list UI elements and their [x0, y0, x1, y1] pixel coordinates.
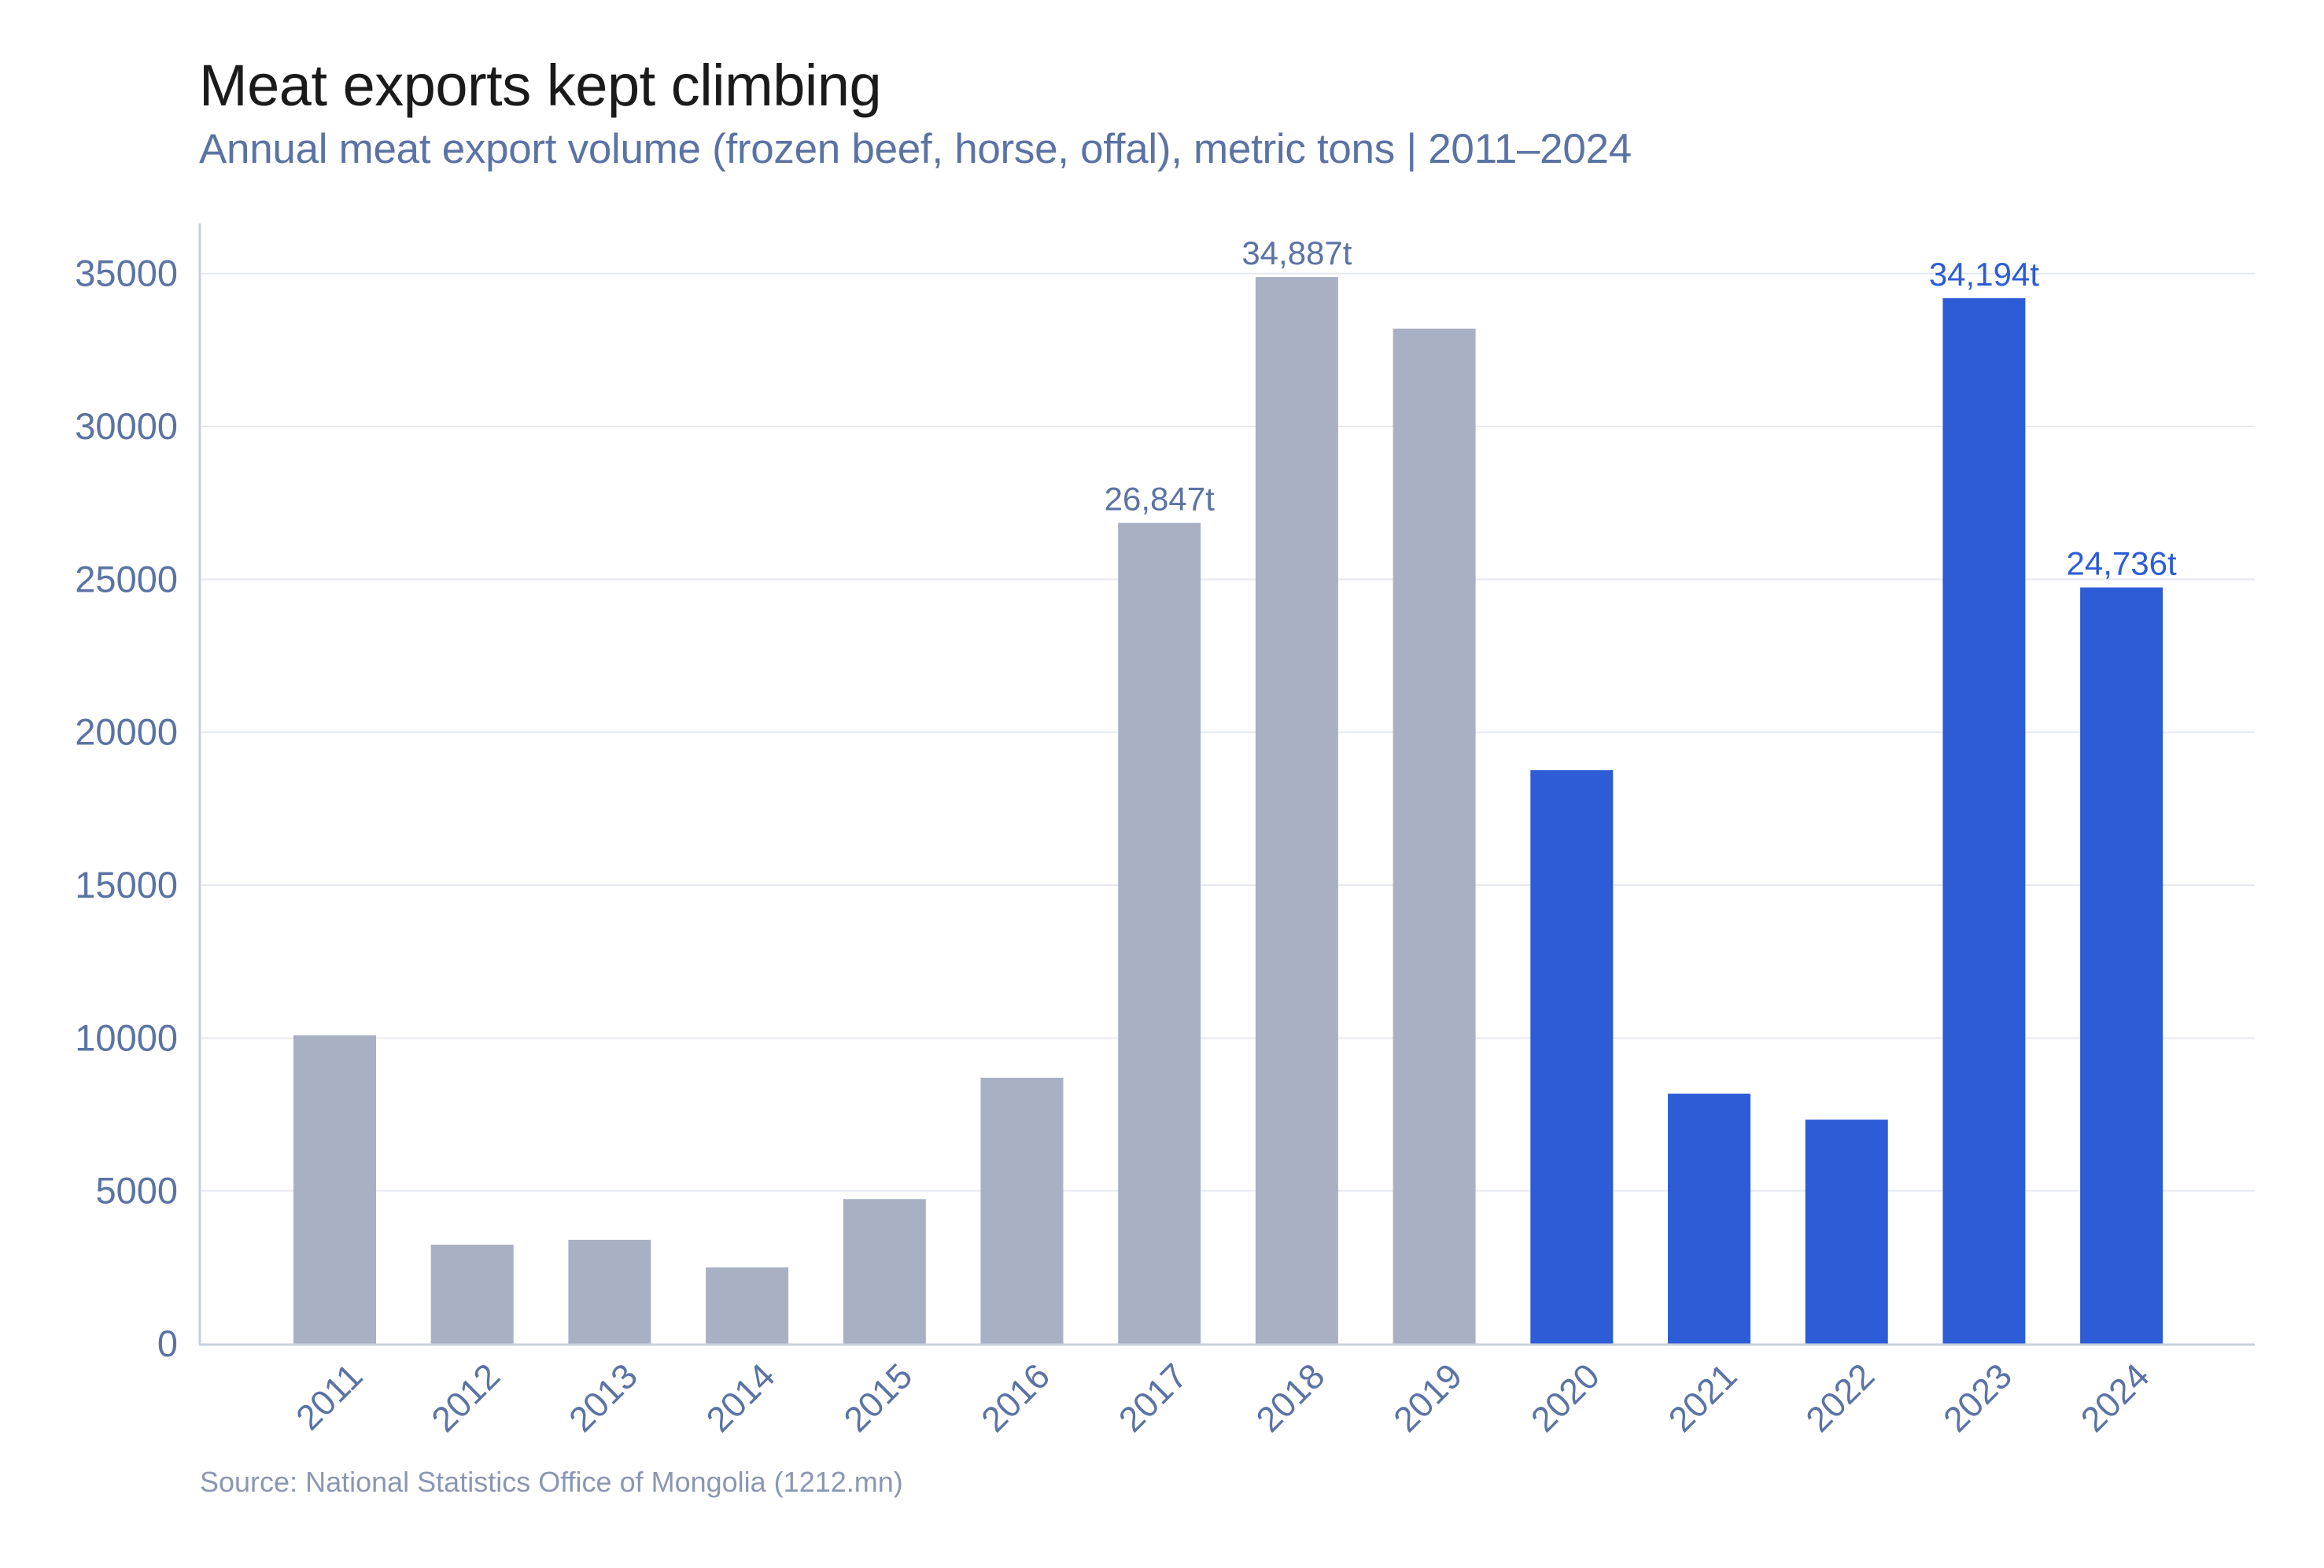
data-label-2017: 26,847t: [1105, 481, 1215, 518]
x-tick-label: 2017: [1111, 1356, 1195, 1440]
bar-2011: [293, 1035, 376, 1344]
bar-2024: [2080, 587, 2164, 1344]
x-tick-label: 2023: [1935, 1356, 2020, 1440]
gridlines: [200, 272, 2255, 1192]
data-label-2024: 24,736t: [2067, 545, 2177, 582]
y-tick-label: 25000: [75, 558, 178, 600]
source-note: Source: National Statistics Office of Mo…: [200, 1466, 903, 1498]
bar-2020: [1530, 769, 1614, 1344]
data-labels: 26,847t 34,887t 34,194t 24,736t: [1105, 234, 2177, 582]
y-tick-label: 5000: [95, 1170, 178, 1212]
bar-2019: [1393, 328, 1476, 1344]
x-tick-label: 2013: [561, 1356, 645, 1440]
x-tick-label: 2022: [1798, 1356, 1882, 1440]
axes: [198, 223, 2255, 1346]
bar-2016: [980, 1077, 1064, 1344]
x-tick-label: 2015: [836, 1356, 920, 1440]
y-tick-labels: 0 5000 10000 15000 20000 25000 30000 35000: [75, 253, 178, 1364]
bar-2013: [568, 1239, 651, 1344]
bar-2021: [1668, 1094, 1750, 1344]
x-tick-label: 2020: [1523, 1356, 1607, 1440]
x-tick-label: 2024: [2073, 1356, 2157, 1440]
bar-2022: [1805, 1120, 1888, 1344]
y-tick-label: 20000: [75, 711, 178, 753]
bar-2017: [1118, 522, 1201, 1344]
y-tick-label: 10000: [75, 1016, 178, 1058]
x-tick-labels: 2011 2012 2013 2014 2015 2016 2017 2018 2019 2020…: [288, 1356, 2157, 1440]
y-tick-label: 35000: [75, 253, 178, 294]
bar-2023: [1942, 298, 2026, 1345]
x-tick-label: 2014: [699, 1356, 783, 1440]
x-tick-label: 2011: [288, 1356, 370, 1437]
bars: [293, 277, 2164, 1345]
chart-subtitle: Annual meat export volume (frozen beef, …: [199, 126, 1632, 172]
bar-2014: [706, 1267, 789, 1344]
data-label-2023: 34,194t: [1929, 256, 2039, 293]
y-tick-label: 30000: [75, 405, 178, 447]
x-tick-label: 2021: [1661, 1356, 1745, 1440]
y-tick-label: 15000: [75, 864, 178, 906]
data-label-2018: 34,887t: [1241, 234, 1352, 271]
x-tick-label: 2019: [1385, 1356, 1470, 1440]
bar-2015: [843, 1199, 926, 1344]
bar-2012: [430, 1245, 514, 1344]
y-tick-label: 0: [157, 1323, 178, 1364]
chart-title: Meat exports kept climbing: [199, 53, 882, 118]
bar-2018: [1255, 277, 1338, 1345]
x-tick-label: 2012: [423, 1356, 507, 1440]
x-tick-label: 2018: [1249, 1356, 1333, 1440]
x-tick-label: 2016: [973, 1356, 1057, 1440]
